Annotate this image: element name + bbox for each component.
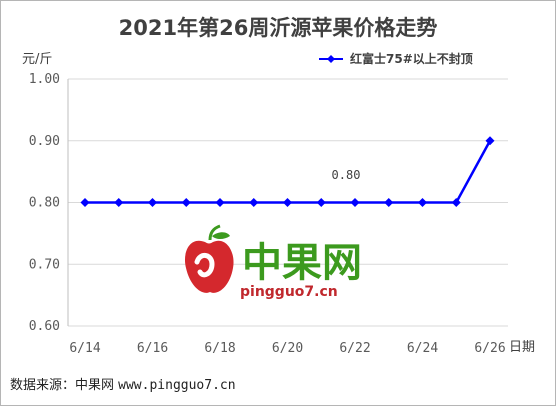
x-tick-label: 6/16: [137, 341, 168, 356]
y-tick-label: 1.00: [29, 72, 60, 87]
y-axis-ticks: 1.00 0.90 0.80 0.70 0.60: [29, 72, 60, 334]
watermark-brand: 中果网: [242, 240, 362, 286]
data-point: [80, 198, 90, 207]
y-tick-label: 0.70: [29, 257, 60, 272]
legend: 红富士75#以上不封顶: [318, 50, 473, 67]
data-point: [350, 198, 360, 207]
data-point: [316, 198, 326, 207]
series-layer: [80, 136, 495, 207]
watermark-url: pingguo7.cn: [240, 284, 338, 300]
x-tick-label: 6/14: [69, 341, 100, 356]
x-tick-label: 6/22: [339, 341, 370, 356]
apple-logo-icon: [184, 224, 234, 293]
data-point: [384, 198, 394, 207]
data-point: [418, 198, 427, 207]
data-point: [451, 198, 461, 207]
y-tick-label: 0.90: [29, 134, 60, 149]
data-point: [249, 198, 259, 207]
x-axis-ticks: 6/14 6/16 6/18 6/20 6/22 6/24 6/26: [69, 341, 505, 356]
data-label: 0.80: [332, 168, 361, 182]
x-tick-label: 6/18: [204, 341, 235, 356]
source-footer: 数据来源：中果网 www.pingguo7.cn: [10, 374, 236, 393]
data-labels: 0.80: [332, 168, 361, 182]
y-axis-unit: 元/斤: [22, 52, 53, 67]
x-tick-label: 6/24: [407, 341, 438, 356]
watermark: 中果网 pingguo7.cn: [184, 224, 362, 300]
data-point: [485, 136, 495, 146]
series-line: [85, 140, 492, 204]
data-point: [148, 198, 157, 207]
x-tick-label: 6/20: [272, 341, 303, 356]
data-point: [215, 198, 225, 207]
legend-line-icon: [319, 54, 343, 63]
data-point: [283, 198, 292, 207]
x-tick-label: 6/26: [474, 341, 505, 356]
source-url: www.pingguo7.cn: [118, 378, 236, 393]
chart-title: 2021年第26周沂源苹果价格走势: [118, 16, 438, 40]
source-label: 数据来源：中果网: [10, 378, 115, 393]
y-tick-label: 0.60: [29, 319, 60, 334]
data-point: [114, 198, 124, 207]
data-point: [181, 198, 191, 207]
legend-label: 红富士75#以上不封顶: [350, 52, 473, 66]
x-axis-unit: 日期: [509, 340, 536, 355]
y-tick-label: 0.80: [29, 196, 60, 211]
